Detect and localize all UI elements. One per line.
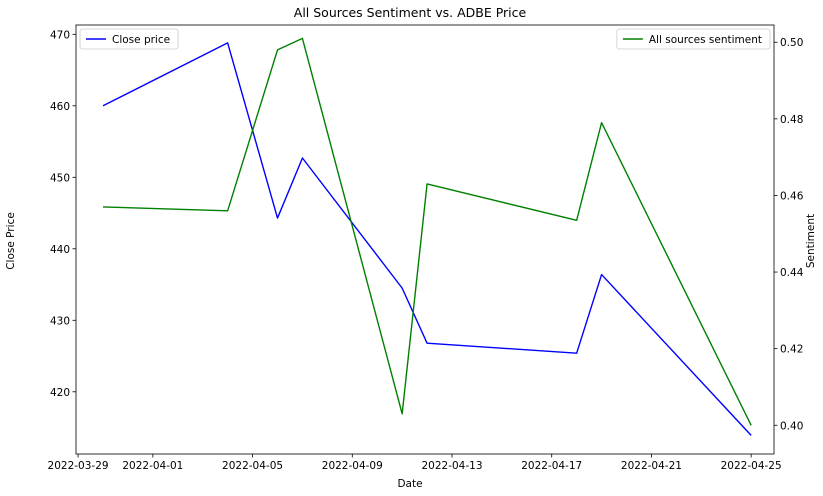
y-left-tick-label: 430 [50, 315, 70, 327]
legends: Close price All sources sentiment [79, 28, 771, 50]
x-tick-label: 2022-04-21 [621, 460, 682, 472]
legend-label: Close price [112, 34, 170, 46]
y-right-tick-label: 0.50 [780, 37, 803, 49]
y-left-tick-label: 440 [50, 244, 70, 256]
y-left-tick-label: 460 [50, 101, 70, 113]
y-right-tick-label: 0.42 [780, 344, 803, 356]
y-left-tick-label: 450 [50, 172, 70, 184]
y-right-tick-label: 0.46 [780, 190, 804, 202]
x-axis-title: Date [397, 478, 422, 490]
x-tick-label: 2022-04-01 [122, 460, 183, 472]
legend-upper-right: All sources sentiment [616, 28, 771, 50]
y-left-tick-label: 470 [50, 29, 70, 41]
y-axis-right-title: Sentiment [805, 214, 817, 268]
x-tick-label: 2022-04-13 [421, 460, 482, 472]
legend-upper-left: Close price [79, 28, 179, 50]
y-right-tick-label: 0.40 [780, 420, 803, 432]
legend-box [79, 28, 179, 50]
x-tick-label: 2022-04-09 [322, 460, 383, 472]
series-line-1 [102, 42, 752, 436]
legend-box [616, 28, 771, 50]
axes: 2022-03-29 2022-04-01 2022-04-05 2022-04-09… [48, 24, 804, 472]
x-tick-label: 2022-03-29 [48, 460, 109, 472]
y-left-tick-label: 420 [50, 387, 70, 399]
x-tick-label: 2022-04-25 [721, 460, 782, 472]
axes-frame [75, 24, 775, 455]
x-tick-label: 2022-04-05 [222, 460, 283, 472]
chart-title: All Sources Sentiment vs. ADBE Price [294, 5, 527, 20]
series-line-2 [102, 37, 752, 426]
y-axis-left-title: Close Price [5, 212, 17, 270]
x-tick-label: 2022-04-17 [521, 460, 582, 472]
y-right-tick-label: 0.48 [780, 114, 803, 126]
y-right-tick-label: 0.44 [780, 267, 804, 279]
legend-label: All sources sentiment [649, 34, 762, 46]
plot-area [102, 37, 752, 436]
